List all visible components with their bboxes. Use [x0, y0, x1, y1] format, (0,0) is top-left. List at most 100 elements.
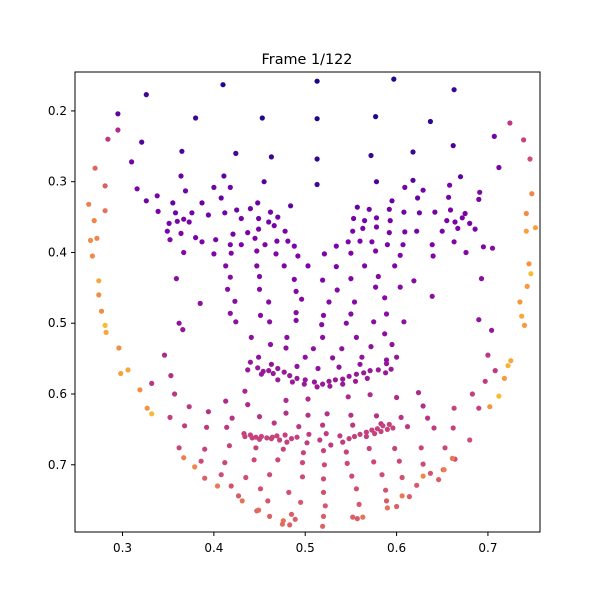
data-point: [280, 446, 286, 452]
data-point: [253, 445, 259, 451]
data-point: [485, 352, 491, 358]
data-point: [116, 345, 122, 351]
data-point: [411, 278, 417, 284]
chart-title: Frame 1/122: [262, 52, 353, 68]
data-point: [192, 464, 198, 470]
data-point: [455, 225, 461, 231]
plot-frame: [74, 71, 541, 533]
data-point: [383, 487, 389, 493]
data-point: [291, 276, 297, 282]
data-point: [172, 391, 178, 397]
data-point: [368, 344, 374, 350]
data-point: [476, 196, 482, 202]
data-point: [337, 433, 343, 439]
data-point: [374, 426, 380, 432]
data-point: [401, 209, 407, 215]
data-point: [320, 381, 326, 387]
data-point: [340, 381, 346, 387]
data-point: [402, 229, 408, 235]
data-point: [254, 263, 260, 269]
data-point: [137, 387, 143, 393]
data-point: [245, 402, 251, 408]
data-point: [489, 245, 496, 251]
data-point: [529, 191, 535, 197]
data-point: [326, 299, 332, 305]
data-point: [103, 329, 109, 335]
data-point: [351, 215, 357, 222]
data-point: [242, 433, 248, 440]
data-point: [178, 173, 184, 179]
data-point: [288, 436, 295, 442]
data-point: [248, 334, 254, 340]
data-point: [315, 365, 321, 372]
data-point: [275, 377, 281, 383]
data-point: [267, 209, 274, 215]
data-point: [288, 511, 295, 517]
y-tick-label: 0.5: [48, 316, 67, 330]
data-point: [332, 377, 338, 383]
data-point: [361, 370, 367, 376]
data-point: [450, 425, 456, 431]
data-point: [172, 210, 179, 216]
data-point: [202, 446, 208, 452]
data-point: [482, 378, 488, 384]
data-point: [86, 201, 92, 207]
data-point: [273, 251, 279, 257]
data-point: [319, 322, 325, 328]
data-point: [294, 434, 300, 440]
data-point: [299, 460, 306, 466]
data-point: [193, 235, 199, 241]
data-point: [223, 398, 229, 404]
data-point: [118, 370, 124, 377]
data-point: [245, 367, 251, 373]
data-point: [293, 288, 299, 294]
data-point: [372, 431, 378, 437]
y-tick-label: 0.7: [48, 458, 67, 472]
data-point: [336, 364, 342, 370]
x-tick-label: 0.3: [113, 541, 132, 555]
data-point: [283, 410, 289, 416]
data-point: [360, 514, 366, 520]
data-point: [469, 391, 475, 397]
data-point: [343, 320, 349, 326]
data-point: [271, 223, 277, 229]
data-point: [267, 513, 273, 520]
data-point: [373, 215, 380, 221]
data-point: [399, 474, 405, 481]
data-point: [267, 319, 273, 325]
data-point: [508, 358, 514, 364]
data-point: [491, 133, 497, 139]
data-point: [348, 311, 354, 317]
data-point: [239, 498, 245, 504]
data-point: [521, 322, 528, 328]
data-point: [371, 319, 377, 325]
data-point: [363, 429, 369, 435]
data-point: [288, 203, 294, 209]
data-point: [346, 373, 352, 379]
data-point: [199, 239, 205, 245]
data-point: [102, 208, 108, 214]
data-point: [320, 476, 327, 482]
data-point: [402, 184, 408, 190]
data-point: [345, 239, 351, 245]
data-point: [523, 210, 529, 217]
data-point: [129, 159, 135, 165]
data-point: [256, 226, 262, 232]
data-point: [256, 507, 262, 513]
data-point: [386, 230, 392, 236]
data-point: [392, 445, 398, 452]
data-point: [281, 369, 287, 375]
data-point: [102, 322, 108, 328]
data-point: [353, 334, 359, 340]
data-point: [306, 431, 312, 437]
x-tick-label: 0.4: [204, 541, 223, 555]
data-point: [367, 368, 373, 374]
data-point: [199, 200, 205, 206]
data-point: [439, 228, 445, 234]
x-tick-label: 0.5: [296, 541, 315, 555]
data-point: [353, 486, 359, 492]
data-point: [251, 457, 257, 463]
data-point: [429, 293, 435, 299]
data-point: [228, 250, 234, 256]
data-point: [418, 445, 424, 451]
